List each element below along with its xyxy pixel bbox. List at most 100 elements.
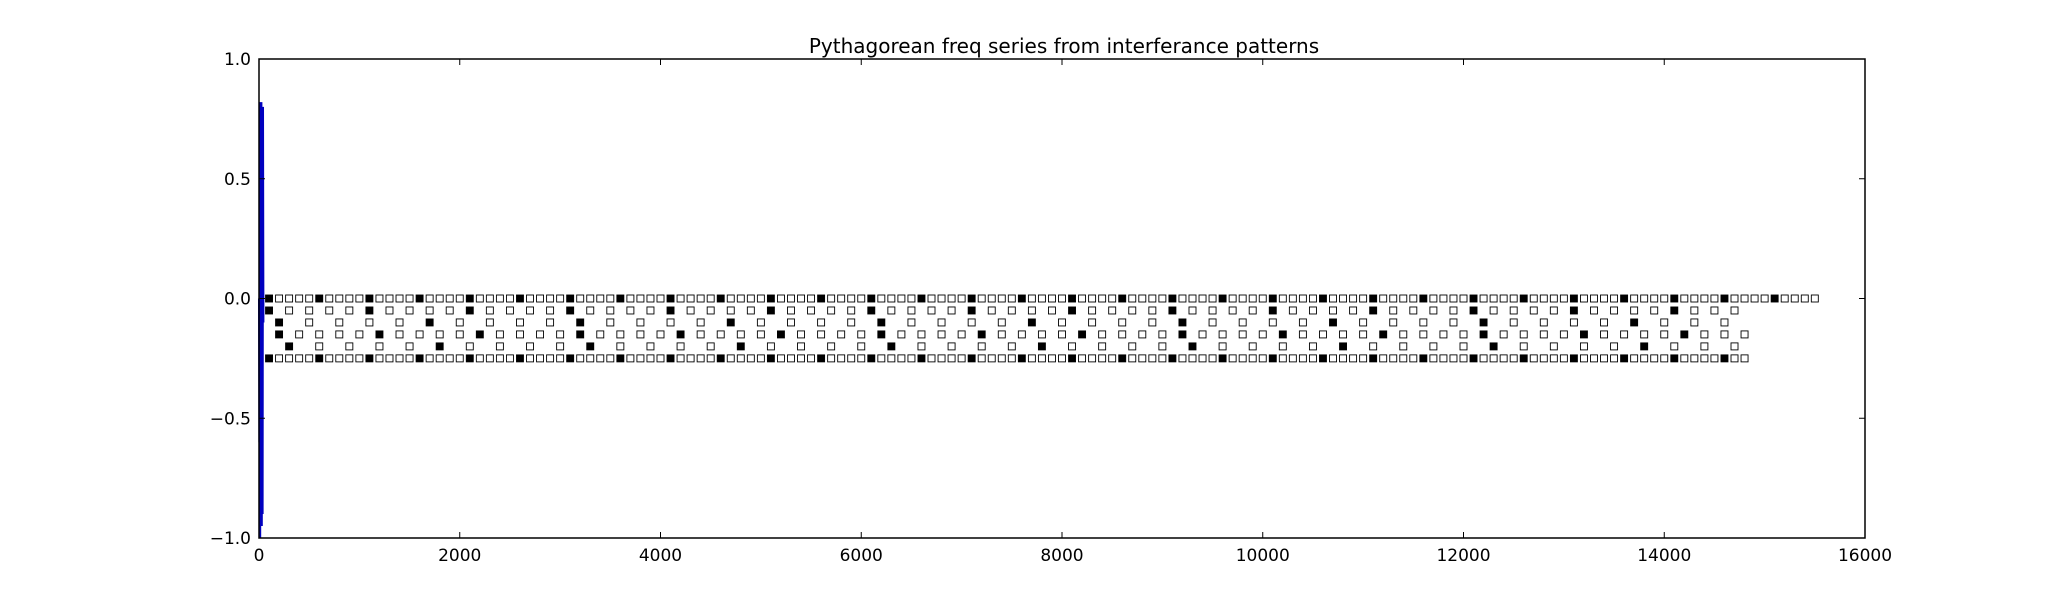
data-point: [385, 306, 394, 315]
data-point: [1298, 318, 1307, 327]
data-point: [1419, 330, 1428, 339]
data-point: [1479, 330, 1488, 339]
data-point: [395, 294, 404, 303]
data-point: [716, 330, 725, 339]
data-point: [435, 354, 444, 363]
data-point: [1188, 342, 1197, 351]
data-point: [1288, 294, 1297, 303]
data-point: [1058, 294, 1066, 303]
data-point: [265, 294, 273, 303]
data-point: [1730, 306, 1739, 315]
data-point: [275, 354, 284, 363]
data-point: [696, 330, 705, 339]
data-point: [1329, 306, 1337, 315]
data-point: [1007, 342, 1016, 351]
data-point: [305, 306, 314, 315]
data-point: [1680, 294, 1689, 303]
data-point: [1620, 330, 1629, 339]
data-point: [516, 330, 524, 339]
data-point: [566, 294, 575, 303]
data-point: [1078, 354, 1087, 363]
data-point: [1780, 294, 1789, 303]
data-point: [1078, 330, 1087, 339]
data-point: [1118, 354, 1127, 363]
data-point: [967, 354, 976, 363]
data-point: [1178, 294, 1187, 303]
data-point: [1640, 294, 1649, 303]
data-point: [1620, 294, 1629, 303]
data-point: [1720, 330, 1729, 339]
data-point: [385, 354, 394, 363]
data-point: [1469, 306, 1478, 315]
data-point: [947, 342, 956, 351]
data-point: [1389, 294, 1398, 303]
data-point: [1569, 294, 1578, 303]
y-tick-label: 1.0: [224, 50, 251, 70]
data-point: [546, 294, 555, 303]
data-point: [1369, 354, 1378, 363]
data-point: [1288, 306, 1297, 315]
data-point: [766, 306, 775, 315]
data-point: [967, 294, 976, 303]
data-point: [646, 342, 655, 351]
data-point: [1319, 330, 1327, 339]
data-point: [797, 342, 805, 351]
data-point: [1810, 294, 1819, 303]
data-point: [1108, 354, 1117, 363]
data-point: [1148, 318, 1157, 327]
data-point: [1158, 354, 1167, 363]
data-point: [1158, 330, 1167, 339]
data-point: [887, 306, 896, 315]
data-point: [656, 330, 665, 339]
data-point: [325, 294, 334, 303]
data-point: [1037, 342, 1046, 351]
data-point: [686, 294, 695, 303]
data-point: [345, 354, 354, 363]
y-axis: 1.0 0.5 0.0 −0.5 −1.0: [210, 50, 1865, 549]
data-point: [977, 342, 986, 351]
data-point: [365, 306, 374, 315]
data-point: [586, 306, 595, 315]
data-point: [365, 318, 374, 327]
data-point: [335, 354, 344, 363]
data-point: [1399, 330, 1408, 339]
data-point: [405, 306, 414, 315]
data-point: [656, 354, 665, 363]
data-point: [1630, 306, 1639, 315]
data-point: [1469, 354, 1478, 363]
data-point: [1449, 318, 1458, 327]
data-point: [787, 294, 795, 303]
data-point: [345, 342, 354, 351]
data-point: [1027, 294, 1036, 303]
data-point: [465, 354, 474, 363]
data-point: [1268, 294, 1277, 303]
data-point: [1650, 306, 1659, 315]
data-point: [977, 354, 986, 363]
data-point: [1118, 318, 1127, 327]
x-tick-label: 16000: [1838, 546, 1892, 566]
data-point: [576, 354, 585, 363]
data-point: [1017, 294, 1026, 303]
data-point: [937, 294, 946, 303]
data-point: [1750, 294, 1759, 303]
data-point: [1549, 294, 1558, 303]
data-point: [1590, 294, 1598, 303]
data-point: [335, 318, 344, 327]
data-point: [686, 354, 695, 363]
data-point: [1690, 318, 1699, 327]
data-point: [1188, 294, 1197, 303]
data-point: [1288, 354, 1297, 363]
data-point: [455, 330, 464, 339]
data-point: [516, 294, 524, 303]
data-point: [1349, 354, 1358, 363]
data-point: [726, 354, 735, 363]
y-tick-label: 0.0: [224, 290, 251, 310]
data-point: [817, 354, 826, 363]
data-point: [1308, 294, 1317, 303]
data-point: [1499, 354, 1508, 363]
data-point: [345, 294, 354, 303]
data-point: [847, 318, 856, 327]
data-point: [736, 330, 745, 339]
data-point: [1298, 354, 1307, 363]
